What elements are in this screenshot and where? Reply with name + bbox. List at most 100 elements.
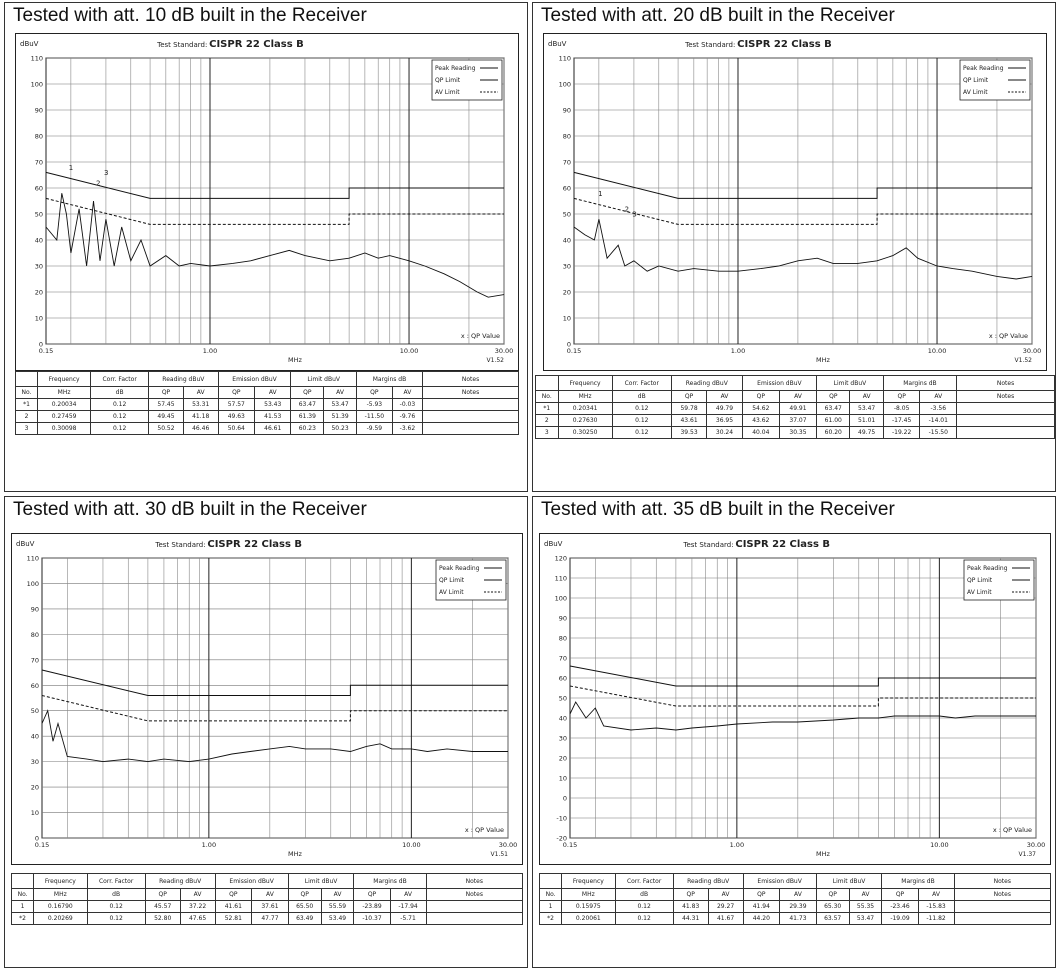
marker-label: 1 (598, 190, 602, 198)
table-cell: 49.79 (706, 402, 743, 415)
y-tick-label: 110 (31, 55, 43, 63)
table-cell: 29.27 (707, 900, 744, 913)
chart-title-prefix: Test Standard: (682, 541, 733, 549)
chart-version: V1.51 (491, 851, 509, 858)
qp-limit-line (45, 171, 504, 199)
y-tick-label: 100 (559, 81, 571, 89)
table-cell: 0.30250 (557, 426, 613, 439)
chart-title-prefix: Test Standard: (684, 41, 735, 49)
emission-chart: dBuV Test Standard: CISPR 22 Class B 0 10 20 3… (16, 539, 517, 858)
table-subheader-cell: Notes (422, 386, 519, 399)
panel-title: Tested with att. 10 dB built in the Rece… (13, 5, 367, 26)
y-tick-label: 80 (559, 635, 567, 643)
table-header-cell (538, 873, 563, 889)
table-cell: 41.61 (214, 900, 253, 913)
table-header-row: Frequency Corr. Factor Reading dBuV Emissio… (535, 375, 1055, 391)
results-table: Frequency Corr. Factor Reading dBuV Emissio… (10, 873, 524, 925)
table-header-cell: Reading dBuV (670, 375, 743, 391)
table-subheader-cell: QP (741, 390, 780, 403)
table-cell: 0.12 (614, 912, 674, 925)
table-cell: *2 (538, 912, 563, 925)
y-tick-label: 20 (559, 755, 567, 763)
table-header-cell (535, 375, 559, 391)
table-cell: 41.53 (254, 410, 292, 423)
y-tick-label: 10 (35, 315, 43, 323)
x-tick-label: 10.00 (400, 347, 419, 355)
panel-title: Tested with att. 35 dB built in the Rece… (541, 499, 895, 520)
chart-title-prefix: Test Standard: (156, 41, 207, 49)
table-cell: 46.46 (182, 422, 219, 435)
table-header-cell: Notes (422, 371, 519, 387)
table-cell: 52.80 (144, 912, 181, 925)
table-subheader-cell: AV (706, 390, 743, 403)
x-axis-unit: MHz (816, 356, 830, 364)
table-cell: -5.93 (355, 398, 393, 411)
y-tick-label: 30 (563, 263, 571, 271)
table-cell: 50.52 (148, 422, 184, 435)
y-tick-label: 20 (563, 289, 571, 297)
table-cell: 2 (14, 410, 39, 423)
table-header-cell: Reading dBuV (148, 371, 219, 387)
chart-title: CISPR 22 Class B (735, 539, 830, 550)
results-table: Frequency Corr. Factor Reading dBuV Emissio… (14, 371, 519, 435)
table-cell: 52.81 (214, 912, 253, 925)
table-cell: -11.82 (917, 912, 955, 925)
panel-title: Tested with att. 20 dB built in the Rece… (541, 5, 895, 26)
table-header-row: Frequency Corr. Factor Reading dBuV Emissio… (538, 873, 1052, 889)
table-header-cell: Emission dBuV (741, 375, 818, 391)
qp-value-note: x : QP Value (461, 332, 500, 340)
panel-att-35db: Tested with att. 35 dB built in the Rece… (532, 496, 1056, 968)
table-subheader-cell: AV (849, 390, 884, 403)
table-cell (422, 410, 519, 423)
table-cell: 44.31 (672, 912, 709, 925)
table-cell (956, 414, 1055, 427)
marker-label: 3 (632, 211, 636, 219)
table-cell: 60.23 (290, 422, 325, 435)
y-tick-label: 50 (563, 211, 571, 219)
table-cell: 40.04 (741, 426, 780, 439)
table-cell: -23.89 (353, 900, 391, 913)
peak-reading-line (41, 709, 508, 763)
table-cell: 63.47 (816, 402, 851, 415)
table-header-cell: Limit dBuV (290, 371, 357, 387)
table-subheader-cell: QP (670, 390, 708, 403)
y-tick-label: 10 (563, 315, 571, 323)
emission-chart: dBuV Test Standard: CISPR 22 Class B 0 10 20 3… (20, 39, 513, 364)
table-cell: 0.20341 (557, 402, 613, 415)
x-tick-label: 10.00 (930, 841, 949, 849)
table-cell: 0.12 (611, 402, 672, 415)
table-cell: 41.83 (672, 900, 709, 913)
plot-area (45, 57, 505, 345)
chart-frame: dBuV Test Standard: CISPR 22 Class B -20 -10… (539, 533, 1051, 865)
table-subheader-cell: AV (254, 386, 292, 399)
table-subheader-cell: AV (320, 888, 355, 901)
x-tick-label: 0.15 (563, 841, 577, 849)
table-header-cell: Corr. Factor (90, 371, 150, 387)
table-subheader-cell: QP (144, 888, 181, 901)
y-tick-label: -20 (556, 835, 567, 843)
table-cell: 37.22 (179, 900, 216, 913)
marker-label: 1 (69, 164, 73, 172)
table-cell: -23.46 (881, 900, 919, 913)
x-tick-label: 30.00 (1023, 347, 1042, 355)
av-limit-line (41, 695, 508, 722)
x-tick-label: 1.00 (731, 347, 745, 355)
table-row: 2 0.27459 0.12 49.45 41.18 49.63 41.53 61.39 51.… (14, 410, 519, 423)
table-cell: 61.39 (290, 410, 325, 423)
y-tick-label: 10 (559, 775, 567, 783)
y-tick-label: 60 (31, 682, 39, 690)
table-header-cell: Margins dB (881, 873, 955, 889)
y-tick-label: 10 (31, 809, 39, 817)
table-cell: 53.47 (849, 402, 884, 415)
table-subheader-cell: QP (742, 888, 781, 901)
table-cell: -19.09 (881, 912, 919, 925)
table-subheader-cell: QP (355, 386, 393, 399)
y-tick-label: 50 (31, 707, 39, 715)
table-cell: 0.27630 (557, 414, 613, 427)
table-cell: 0.27459 (37, 410, 92, 423)
table-cell: 3 (535, 426, 559, 439)
table-cell: 0.20061 (561, 912, 616, 925)
y-tick-label: 90 (563, 107, 571, 115)
table-subheader-cell: Notes (956, 390, 1055, 403)
table-subheader-row: No. MHz dB QP AV QP AV QP AV QP AV Notes (535, 390, 1055, 403)
